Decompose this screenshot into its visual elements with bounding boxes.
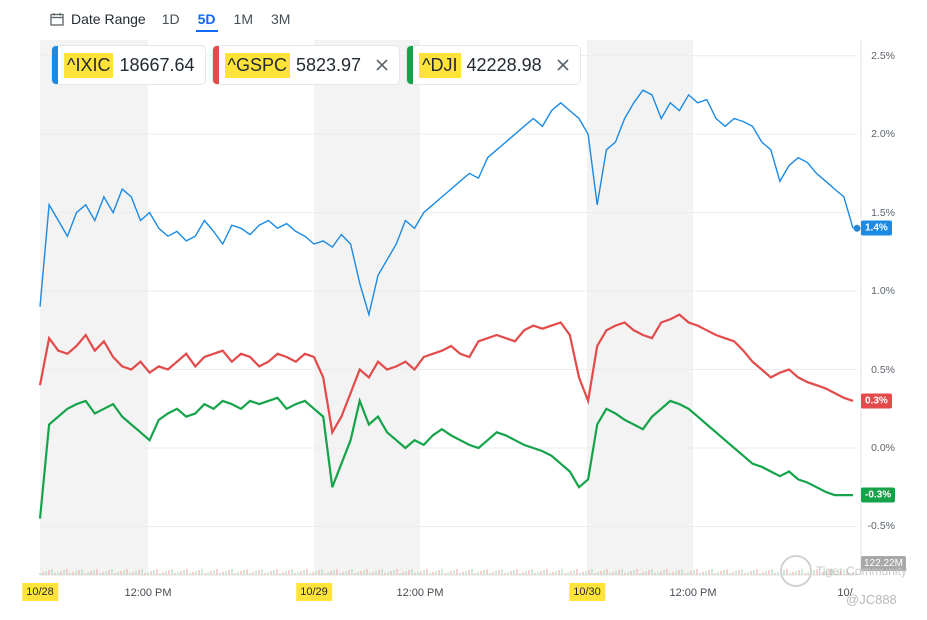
period-tab-1m[interactable]: 1M bbox=[233, 11, 253, 27]
series-line-ixic bbox=[39, 89, 854, 318]
author-handle: @JC888 bbox=[846, 592, 897, 607]
y-tick-label: 1.0% bbox=[871, 285, 895, 298]
x-tick-label: 12:00 PM bbox=[396, 587, 444, 599]
calendar-icon bbox=[50, 13, 64, 26]
last-value-flag-ixic: 1.4% bbox=[861, 220, 892, 236]
period-tab-3m[interactable]: 3M bbox=[270, 11, 291, 27]
legend-chips: ^IXIC 18667.64 ^GSPC 5823.97 ^DJI 42228.… bbox=[52, 46, 580, 84]
x-date-label: 10/28 bbox=[22, 583, 58, 601]
last-value-flag-gspc: 0.3% bbox=[861, 393, 892, 409]
y-tick-label: 0.5% bbox=[871, 363, 895, 376]
legend-chip-dji[interactable]: ^DJI 42228.98 bbox=[407, 46, 580, 84]
x-tick-label: 10/ bbox=[837, 587, 853, 599]
watermark: Tiger Community bbox=[780, 555, 907, 587]
range-toolbar: Date Range 1D 5D 1M 3M bbox=[50, 8, 292, 32]
period-tab-1d[interactable]: 1D bbox=[161, 11, 180, 27]
legend-price: 5823.97 bbox=[296, 54, 362, 75]
last-value-flag-dji: -0.3% bbox=[861, 487, 896, 503]
watermark-text: Tiger Community bbox=[816, 564, 907, 578]
close-icon[interactable] bbox=[375, 58, 389, 72]
period-tab-5d[interactable]: 5D bbox=[195, 11, 218, 32]
legend-chip-ixic[interactable]: ^IXIC 18667.64 bbox=[52, 46, 205, 84]
x-date-label: 10/30 bbox=[569, 583, 605, 601]
legend-price: 18667.64 bbox=[119, 54, 195, 75]
y-tick-label: 2.0% bbox=[871, 128, 895, 141]
date-range-label: Date Range bbox=[71, 11, 146, 27]
x-date-label: 10/29 bbox=[296, 583, 332, 601]
y-tick-label: 2.5% bbox=[871, 49, 895, 62]
series-color-bar bbox=[212, 46, 219, 84]
y-tick-label: 0.0% bbox=[871, 442, 895, 454]
legend-price: 42228.98 bbox=[466, 54, 542, 75]
series-line-dji bbox=[38, 396, 853, 519]
series-color-bar bbox=[52, 46, 58, 84]
series-line-gspc bbox=[38, 313, 854, 436]
y-tick-label: 1.5% bbox=[871, 206, 895, 219]
legend-symbol: ^IXIC bbox=[64, 52, 114, 78]
tiger-logo-icon bbox=[780, 555, 812, 587]
last-point-marker bbox=[853, 224, 861, 232]
y-tick-label: -0.5% bbox=[867, 520, 895, 533]
series-color-bar bbox=[407, 46, 414, 84]
legend-chip-gspc[interactable]: ^GSPC 5823.97 bbox=[212, 46, 400, 84]
volume-label: 122.22M bbox=[861, 556, 906, 571]
date-range-button[interactable]: Date Range bbox=[50, 11, 146, 27]
legend-symbol: ^GSPC bbox=[224, 52, 290, 78]
session-band bbox=[40, 40, 148, 575]
x-tick-label: 12:00 PM bbox=[669, 587, 717, 599]
session-band bbox=[587, 40, 693, 575]
legend-symbol: ^DJI bbox=[419, 52, 461, 78]
x-tick-label: 12:00 PM bbox=[124, 587, 172, 599]
close-icon[interactable] bbox=[556, 58, 570, 72]
